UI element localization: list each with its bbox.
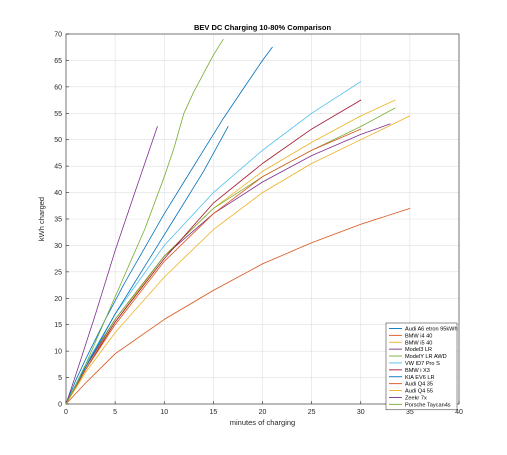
legend-label: KIA EV6 LR (405, 375, 435, 381)
series-line-9 (65, 128, 362, 405)
x-tick-label: 20 (259, 409, 267, 416)
legend-label: BMW i4 40 (405, 333, 432, 339)
y-tick-label: 5 (58, 375, 62, 382)
y-tick-label: 65 (54, 58, 62, 65)
y-tick-label: 10 (54, 349, 62, 356)
x-tick-label: 40 (455, 409, 463, 416)
x-tick-label: 5 (113, 409, 117, 416)
y-tick-label: 55 (54, 111, 62, 118)
series-lines (65, 38, 411, 405)
legend-label: Audi Q4 35 (405, 382, 433, 388)
x-tick-label: 10 (160, 409, 168, 416)
y-tick-label: 35 (54, 217, 62, 224)
legend-label: ModelY LR AWD (405, 354, 447, 360)
legend-label: Model3 LR (405, 347, 432, 353)
legend-label: Audi Q4 55 (405, 389, 433, 395)
legend-label: Zeekr 7x (405, 395, 427, 401)
y-tick-label: 40 (54, 190, 62, 197)
y-axis-label: kWh charged (37, 197, 46, 241)
x-tick-label: 15 (209, 409, 217, 416)
x-tick-label: 30 (357, 409, 365, 416)
x-tick-label: 35 (406, 409, 414, 416)
series-line-10 (65, 115, 411, 405)
series-line-12 (65, 38, 224, 405)
legend-label: BMW i X3 (405, 368, 430, 374)
legend-box (385, 322, 458, 411)
series-line-2 (65, 207, 411, 405)
chart-title: BEV DC Charging 10-80% Comparison (194, 23, 332, 32)
series-line-6 (65, 81, 362, 405)
legend-label: Porsche Taycan4s (405, 402, 451, 408)
y-tick-label: 50 (54, 137, 62, 144)
y-tick-label: 15 (54, 322, 62, 329)
y-tick-label: 25 (54, 269, 62, 276)
legend-label: BMW i5 40 (405, 340, 432, 346)
y-tick-label: 20 (54, 296, 62, 303)
y-tick-label: 30 (54, 243, 62, 250)
y-tick-label: 45 (54, 164, 62, 171)
y-tick-label: 60 (54, 84, 62, 91)
y-tick-label: 0 (58, 402, 62, 409)
x-axis-label: minutes of charging (230, 418, 295, 427)
legend-label: VW ID7 Pro S (405, 361, 440, 367)
legend-label: Audi A6 etron 95kWh (405, 326, 458, 332)
y-tick-label: 70 (54, 32, 62, 39)
series-line-11 (65, 126, 158, 405)
x-tick-label: 0 (64, 409, 68, 416)
axis-ticks: 0 5 10 15 20 25 30 35 40 0 5 10 15 20 25 30 35 40 45 50 55 60… (54, 32, 463, 417)
series-line-1 (65, 46, 273, 405)
series-line-8 (65, 126, 229, 405)
x-tick-label: 25 (308, 409, 316, 416)
